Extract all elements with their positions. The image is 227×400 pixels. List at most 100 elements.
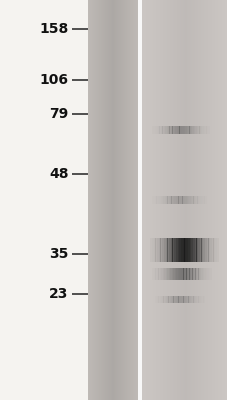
Bar: [223, 0, 224, 400]
Bar: [153, 268, 155, 280]
Bar: [187, 196, 189, 204]
Bar: [166, 0, 167, 400]
Bar: [187, 0, 188, 400]
Bar: [204, 238, 206, 262]
Bar: [216, 0, 217, 400]
Bar: [165, 0, 166, 400]
Bar: [177, 126, 179, 134]
Bar: [132, 0, 133, 400]
Bar: [118, 0, 119, 400]
Bar: [154, 0, 155, 400]
Bar: [222, 0, 223, 400]
Bar: [104, 0, 105, 400]
Bar: [155, 268, 156, 280]
Bar: [225, 0, 226, 400]
Bar: [171, 296, 173, 303]
Bar: [206, 238, 208, 262]
Bar: [163, 126, 165, 134]
Bar: [204, 0, 205, 400]
Bar: [190, 0, 191, 400]
Bar: [180, 238, 182, 262]
Bar: [115, 0, 116, 400]
Bar: [113, 0, 114, 400]
Bar: [219, 0, 220, 400]
Bar: [123, 0, 124, 400]
Bar: [206, 0, 207, 400]
Bar: [193, 268, 195, 280]
Bar: [164, 296, 165, 303]
Bar: [120, 0, 121, 400]
Bar: [137, 0, 138, 400]
Bar: [183, 268, 184, 280]
Bar: [175, 238, 177, 262]
Bar: [165, 268, 167, 280]
Bar: [206, 0, 208, 400]
Bar: [133, 0, 134, 400]
Bar: [219, 0, 220, 400]
Bar: [161, 238, 163, 262]
Bar: [159, 268, 161, 280]
Bar: [87, 0, 88, 400]
Bar: [186, 268, 187, 280]
Bar: [208, 268, 210, 280]
Bar: [89, 0, 90, 400]
Bar: [224, 0, 225, 400]
Bar: [197, 196, 198, 204]
Bar: [206, 126, 207, 134]
Bar: [193, 126, 195, 134]
Bar: [163, 0, 164, 400]
Bar: [191, 0, 192, 400]
Bar: [147, 0, 148, 400]
Bar: [160, 126, 162, 134]
Bar: [172, 196, 174, 204]
Bar: [127, 0, 128, 400]
Bar: [101, 0, 102, 400]
Bar: [156, 0, 157, 400]
Bar: [172, 0, 174, 400]
Bar: [165, 238, 167, 262]
Bar: [146, 0, 147, 400]
Bar: [203, 196, 205, 204]
Bar: [91, 0, 92, 400]
Bar: [132, 0, 133, 400]
Bar: [117, 0, 118, 400]
Bar: [95, 0, 96, 400]
Bar: [163, 296, 164, 303]
Bar: [194, 0, 195, 400]
Bar: [170, 126, 172, 134]
Bar: [93, 0, 94, 400]
Bar: [116, 0, 117, 400]
Bar: [185, 296, 187, 303]
Bar: [189, 238, 191, 262]
Bar: [127, 0, 128, 400]
Bar: [182, 238, 184, 262]
Bar: [186, 196, 187, 204]
Bar: [119, 0, 120, 400]
Bar: [90, 0, 91, 400]
Bar: [195, 296, 197, 303]
Bar: [103, 0, 104, 400]
Bar: [175, 196, 176, 204]
Bar: [146, 0, 147, 400]
Bar: [156, 268, 158, 280]
Bar: [207, 126, 209, 134]
Bar: [160, 268, 162, 280]
Bar: [170, 238, 172, 262]
Bar: [178, 238, 180, 262]
Bar: [205, 196, 206, 204]
Bar: [102, 0, 103, 400]
Bar: [220, 0, 221, 400]
Bar: [199, 238, 201, 262]
Bar: [157, 196, 159, 204]
Bar: [101, 0, 102, 400]
Bar: [106, 0, 107, 400]
Bar: [173, 0, 174, 400]
Bar: [221, 0, 222, 400]
Bar: [169, 268, 171, 280]
Bar: [192, 238, 194, 262]
Bar: [102, 0, 103, 400]
Bar: [173, 126, 175, 134]
Bar: [200, 268, 202, 280]
Bar: [161, 296, 163, 303]
Bar: [134, 0, 135, 400]
